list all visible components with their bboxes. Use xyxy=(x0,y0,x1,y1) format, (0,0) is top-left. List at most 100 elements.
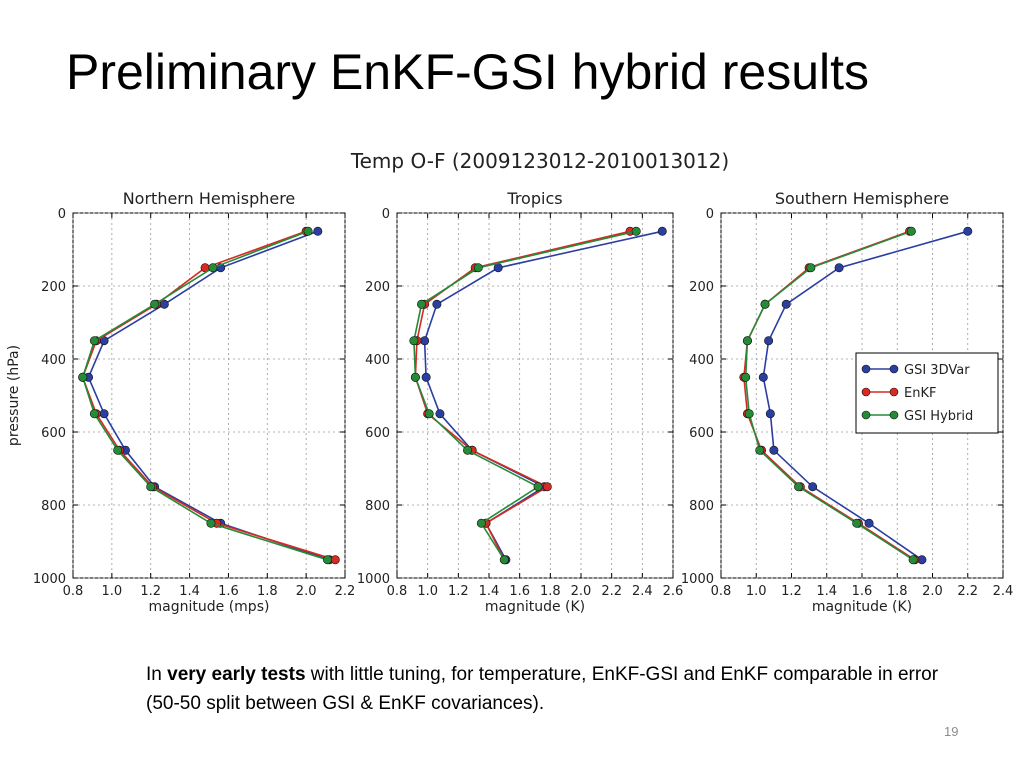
x-tick-label: 1.2 xyxy=(781,584,802,599)
x-tick-label: 1.2 xyxy=(448,584,469,599)
x-tick-label: 1.6 xyxy=(852,584,873,599)
data-point-gsi-hybrid xyxy=(208,263,218,273)
y-tick-label: 600 xyxy=(689,426,714,441)
data-point-gsi-hybrid xyxy=(533,482,543,492)
data-point-gsi-hybrid xyxy=(906,226,916,236)
y-tick-label: 800 xyxy=(689,499,714,514)
figure-svg: Temp O-F (2009123012-2010013012) 0.8 1.0 1.… xyxy=(6,149,1013,615)
x-tick-label: 2.2 xyxy=(335,584,356,599)
figure-suptitle: Temp O-F (2009123012-2010013012) xyxy=(350,149,729,173)
y-tick-label: 600 xyxy=(365,426,390,441)
x-tick-label: 2.0 xyxy=(571,584,592,599)
caption-suffix: with little tuning, for temperature, EnK… xyxy=(146,664,939,714)
data-point-gsi-hybrid xyxy=(206,518,216,528)
data-point-gsi-hybrid xyxy=(908,555,918,565)
data-point-gsi-3dvar xyxy=(781,299,791,309)
legend-marker xyxy=(861,410,871,420)
data-point-gsi-3dvar xyxy=(493,263,503,273)
y-tick-label: 400 xyxy=(365,353,390,368)
slide-caption: In very early tests with little tuning, … xyxy=(146,660,946,718)
data-point-gsi-3dvar xyxy=(769,445,779,455)
data-point-gsi-hybrid xyxy=(113,445,123,455)
data-point-gsi-hybrid xyxy=(89,409,99,419)
data-point-gsi-hybrid xyxy=(755,445,765,455)
y-tick-label: 400 xyxy=(41,353,66,368)
x-tick-label: 0.8 xyxy=(63,584,84,599)
data-point-enkf xyxy=(330,555,340,565)
x-tick-label: 2.0 xyxy=(922,584,943,599)
x-tick-label: 2.2 xyxy=(957,584,978,599)
temp-o-f-figure: Temp O-F (2009123012-2010013012) 0.8 1.0 1.… xyxy=(0,140,1024,620)
page-number: 19 xyxy=(944,724,959,739)
chart-legend: GSI 3DVar EnKF GSI Hybrid xyxy=(855,352,999,434)
legend-marker xyxy=(889,387,899,397)
panel-title: Southern Hemisphere xyxy=(775,189,949,208)
y-tick-label: 0 xyxy=(58,207,66,222)
data-point-gsi-hybrid xyxy=(744,409,754,419)
data-point-gsi-hybrid xyxy=(424,409,434,419)
legend-marker xyxy=(889,364,899,374)
slide-title: Preliminary EnKF-GSI hybrid results xyxy=(66,44,870,100)
plot-area xyxy=(396,212,674,579)
caption-emphasis: very early tests xyxy=(167,664,306,685)
legend-marker xyxy=(861,387,871,397)
y-tick-label: 800 xyxy=(365,499,390,514)
data-point-gsi-hybrid xyxy=(473,263,483,273)
data-point-gsi-3dvar xyxy=(834,263,844,273)
data-point-gsi-3dvar xyxy=(313,226,323,236)
data-point-gsi-hybrid xyxy=(323,555,333,565)
legend-marker xyxy=(861,364,871,374)
panel-northern-hemisphere: 0.8 1.0 1.2 1.4 1.6 1.8 2.0 2.2 0 200 400 600 800 100… xyxy=(6,189,355,615)
legend-marker xyxy=(889,410,899,420)
data-point-gsi-3dvar xyxy=(808,482,818,492)
panel-tropics: 0.8 1.0 1.2 1.4 1.6 1.8 2.0 2.2 2.4 2.6 0 200 400 600… xyxy=(357,189,683,615)
x-axis-label: magnitude (K) xyxy=(812,599,912,615)
x-tick-label: 2.6 xyxy=(663,584,684,599)
panel-title: Northern Hemisphere xyxy=(123,189,296,208)
y-tick-label: 200 xyxy=(365,280,390,295)
x-tick-label: 2.0 xyxy=(296,584,317,599)
y-tick-label: 200 xyxy=(41,280,66,295)
legend-label-gsi-hybrid: GSI Hybrid xyxy=(904,409,973,424)
x-tick-label: 1.4 xyxy=(479,584,500,599)
data-point-gsi-3dvar xyxy=(421,372,431,382)
series-line-gsi-3dvar xyxy=(762,230,969,561)
series-line-gsi-hybrid xyxy=(413,230,637,561)
data-point-gsi-hybrid xyxy=(741,372,751,382)
x-tick-label: 2.4 xyxy=(632,584,653,599)
x-tick-label: 0.8 xyxy=(387,584,408,599)
data-point-gsi-hybrid xyxy=(476,518,486,528)
data-point-gsi-3dvar xyxy=(432,299,442,309)
data-point-gsi-3dvar xyxy=(764,336,774,346)
y-tick-label: 800 xyxy=(41,499,66,514)
data-point-gsi-hybrid xyxy=(410,372,420,382)
x-tick-label: 2.2 xyxy=(601,584,622,599)
data-point-gsi-3dvar xyxy=(963,226,973,236)
panel-southern-hemisphere: 0.8 1.0 1.2 1.4 1.6 1.8 2.0 2.2 2.4 0 200 400 600 800… xyxy=(681,189,1013,615)
data-point-gsi-hybrid xyxy=(78,372,88,382)
data-point-gsi-hybrid xyxy=(417,299,427,309)
data-point-gsi-hybrid xyxy=(409,336,419,346)
x-tick-label: 1.8 xyxy=(887,584,908,599)
x-tick-label: 1.8 xyxy=(540,584,561,599)
data-point-gsi-3dvar xyxy=(657,226,667,236)
x-tick-label: 1.0 xyxy=(102,584,123,599)
y-tick-label: 400 xyxy=(689,353,714,368)
data-point-gsi-3dvar xyxy=(758,372,768,382)
y-tick-label: 200 xyxy=(689,280,714,295)
data-point-gsi-3dvar xyxy=(99,409,109,419)
series-line-enkf xyxy=(81,230,336,561)
legend-label-enkf: EnKF xyxy=(904,386,936,401)
y-tick-label: 0 xyxy=(382,207,390,222)
y-tick-label: 1000 xyxy=(681,572,714,587)
panel-title: Tropics xyxy=(506,189,562,208)
x-tick-label: 1.4 xyxy=(816,584,837,599)
legend-box xyxy=(855,352,999,434)
x-tick-label: 2.4 xyxy=(993,584,1014,599)
x-tick-label: 1.2 xyxy=(140,584,161,599)
y-tick-label: 1000 xyxy=(33,572,66,587)
legend-label-gsi-3dvar: GSI 3DVar xyxy=(904,363,970,378)
series-line-gsi-hybrid xyxy=(744,230,914,561)
data-point-gsi-hybrid xyxy=(760,299,770,309)
series-line-gsi-3dvar xyxy=(87,230,330,561)
